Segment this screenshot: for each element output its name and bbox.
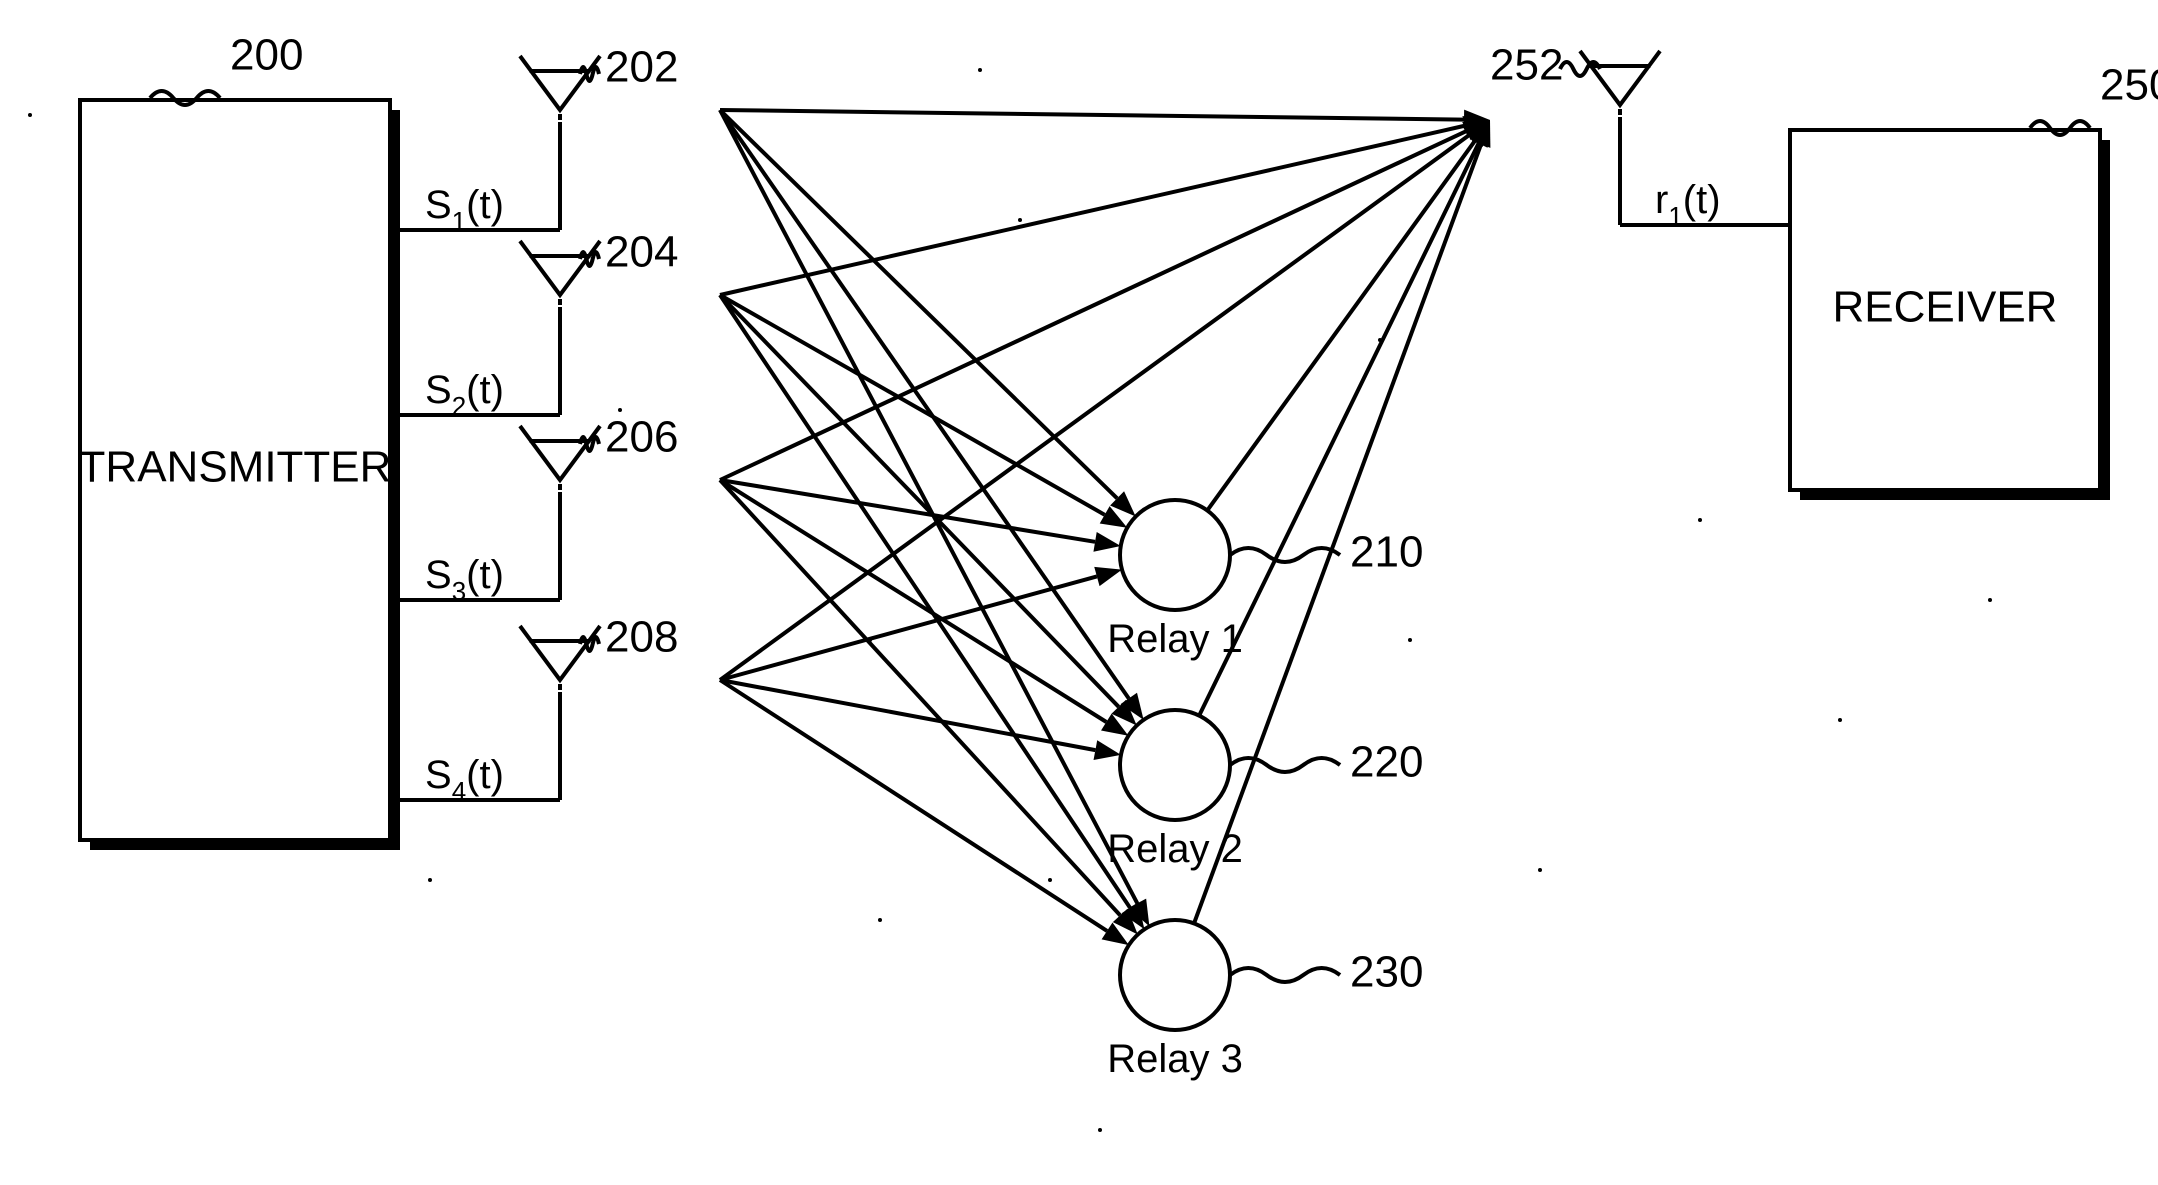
- relay-label-1: Relay 2: [1107, 827, 1243, 871]
- relay-ref-2: 230: [1350, 948, 1423, 997]
- arrow-tx3-relay1-head: [1094, 740, 1121, 760]
- relay-ref-leader-0: [1230, 548, 1340, 562]
- arrow-tx3-relay0-head: [1094, 567, 1122, 586]
- noise-dot-4: [1408, 638, 1412, 642]
- noise-dot-9: [868, 638, 872, 642]
- tx-ant-ref-3: 208: [605, 613, 678, 662]
- rx-antenna-v: [1580, 51, 1660, 105]
- noise-dot-5: [978, 68, 982, 72]
- noise-dot-11: [1538, 868, 1542, 872]
- tx-ant-ref-0: 202: [605, 43, 678, 92]
- noise-dot-10: [1378, 338, 1382, 342]
- relay-ref-1: 220: [1350, 738, 1423, 787]
- rx-ant-ref: 252: [1490, 41, 1563, 90]
- noise-dot-1: [618, 408, 622, 412]
- noise-dot-3: [878, 918, 882, 922]
- noise-dot-12: [1098, 1128, 1102, 1132]
- arrow-tx2-relay2: [720, 480, 1120, 915]
- relay-ref-leader-2: [1230, 968, 1340, 982]
- relay-label-0: Relay 1: [1107, 617, 1243, 661]
- receiver-label: RECEIVER: [1833, 283, 2058, 332]
- arrow-relay2-rx: [1194, 144, 1481, 923]
- arrow-tx0-relay2: [720, 110, 1137, 903]
- noise-dot-2: [1018, 218, 1022, 222]
- tx-antenna-1-v: [520, 241, 600, 295]
- relay-ref-0: 210: [1350, 528, 1423, 577]
- relay-ref-leader-1: [1230, 758, 1340, 772]
- relay-label-2: Relay 3: [1107, 1037, 1243, 1081]
- arrow-relay0-rx: [1207, 141, 1474, 510]
- diagram-canvas: TRANSMITTER200RECEIVER250202S1(t)204S2(t…: [0, 0, 2158, 1185]
- arrow-tx0-rx: [720, 110, 1464, 120]
- arrow-tx1-relay1: [720, 295, 1119, 707]
- transmitter-label: TRANSMITTER: [79, 443, 392, 492]
- relay-0: [1120, 500, 1230, 610]
- arrow-tx2-relay1: [720, 480, 1106, 722]
- tx-antenna-0-v: [520, 56, 600, 110]
- tx-ant-ref-2: 206: [605, 413, 678, 462]
- noise-dot-13: [1838, 718, 1842, 722]
- relay-2: [1120, 920, 1230, 1030]
- noise-dot-0: [28, 113, 32, 117]
- tx-ant-ref-1: 204: [605, 228, 678, 277]
- noise-dot-14: [1988, 598, 1992, 602]
- noise-dot-8: [428, 878, 432, 882]
- transmitter-ref: 200: [230, 31, 303, 80]
- relay-1: [1120, 710, 1230, 820]
- noise-dot-7: [1698, 518, 1702, 522]
- arrow-tx2-relay0-head: [1093, 532, 1120, 552]
- noise-dot-6: [1048, 878, 1052, 882]
- tx-antenna-2-v: [520, 426, 600, 480]
- arrow-tx1-rx: [720, 126, 1465, 295]
- arrow-tx3-rx: [720, 135, 1469, 680]
- tx-antenna-3-v: [520, 626, 600, 680]
- arrow-tx1-relay2: [720, 295, 1130, 908]
- arrow-tx0-relay0: [720, 110, 1117, 498]
- receiver-ref: 250: [2100, 61, 2158, 110]
